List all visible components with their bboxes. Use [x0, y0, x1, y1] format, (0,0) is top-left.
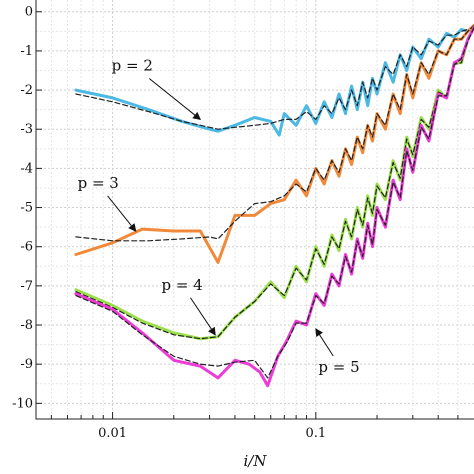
y-tick-label: -6 — [20, 240, 33, 255]
grid — [36, 0, 474, 419]
fit-line-7 — [75, 26, 474, 379]
x-axis-label: i/N — [244, 452, 268, 470]
series-line-p=5 — [74, 25, 474, 388]
series-line-p=2 — [74, 24, 474, 137]
y-tick-label: -9 — [20, 357, 33, 372]
fit-line-1 — [75, 24, 474, 130]
annotation-label: p = 4 — [162, 276, 203, 294]
y-tick-label: -7 — [20, 279, 33, 294]
y-tick-label: -2 — [20, 83, 33, 98]
annotation-arrow — [148, 78, 202, 121]
y-tick-label: -3 — [20, 122, 33, 137]
y-tick-label: -5 — [20, 201, 33, 216]
y-tick-label: -10 — [12, 396, 33, 411]
plot-frame — [35, 0, 474, 420]
annotation-label: p = 5 — [318, 358, 359, 376]
y-tick-label: -4 — [20, 161, 33, 176]
x-tick-label: 0.01 — [98, 426, 127, 441]
y-tick-label: -1 — [20, 44, 33, 59]
ticks: 0 -1 -2 -3 -4 -5 -6 -7 -8 -9 -10 0.01 0.1 — [12, 5, 459, 441]
x-tick-label: 0.1 — [305, 426, 326, 441]
annotation-arrow — [190, 297, 216, 336]
annotations: p = 2 p = 3 p = 4 p = 5 — [78, 56, 360, 376]
series-layer — [74, 24, 474, 388]
fit-line-5 — [75, 26, 474, 340]
y-tick-label: 0 — [25, 5, 33, 20]
annotation-label: p = 2 — [112, 56, 153, 74]
annotation-arrow — [107, 195, 137, 232]
fit-line-3 — [75, 24, 474, 242]
y-tick-label: -8 — [20, 318, 33, 333]
annotation-arrow — [315, 328, 334, 357]
annotation-label: p = 3 — [78, 174, 119, 192]
